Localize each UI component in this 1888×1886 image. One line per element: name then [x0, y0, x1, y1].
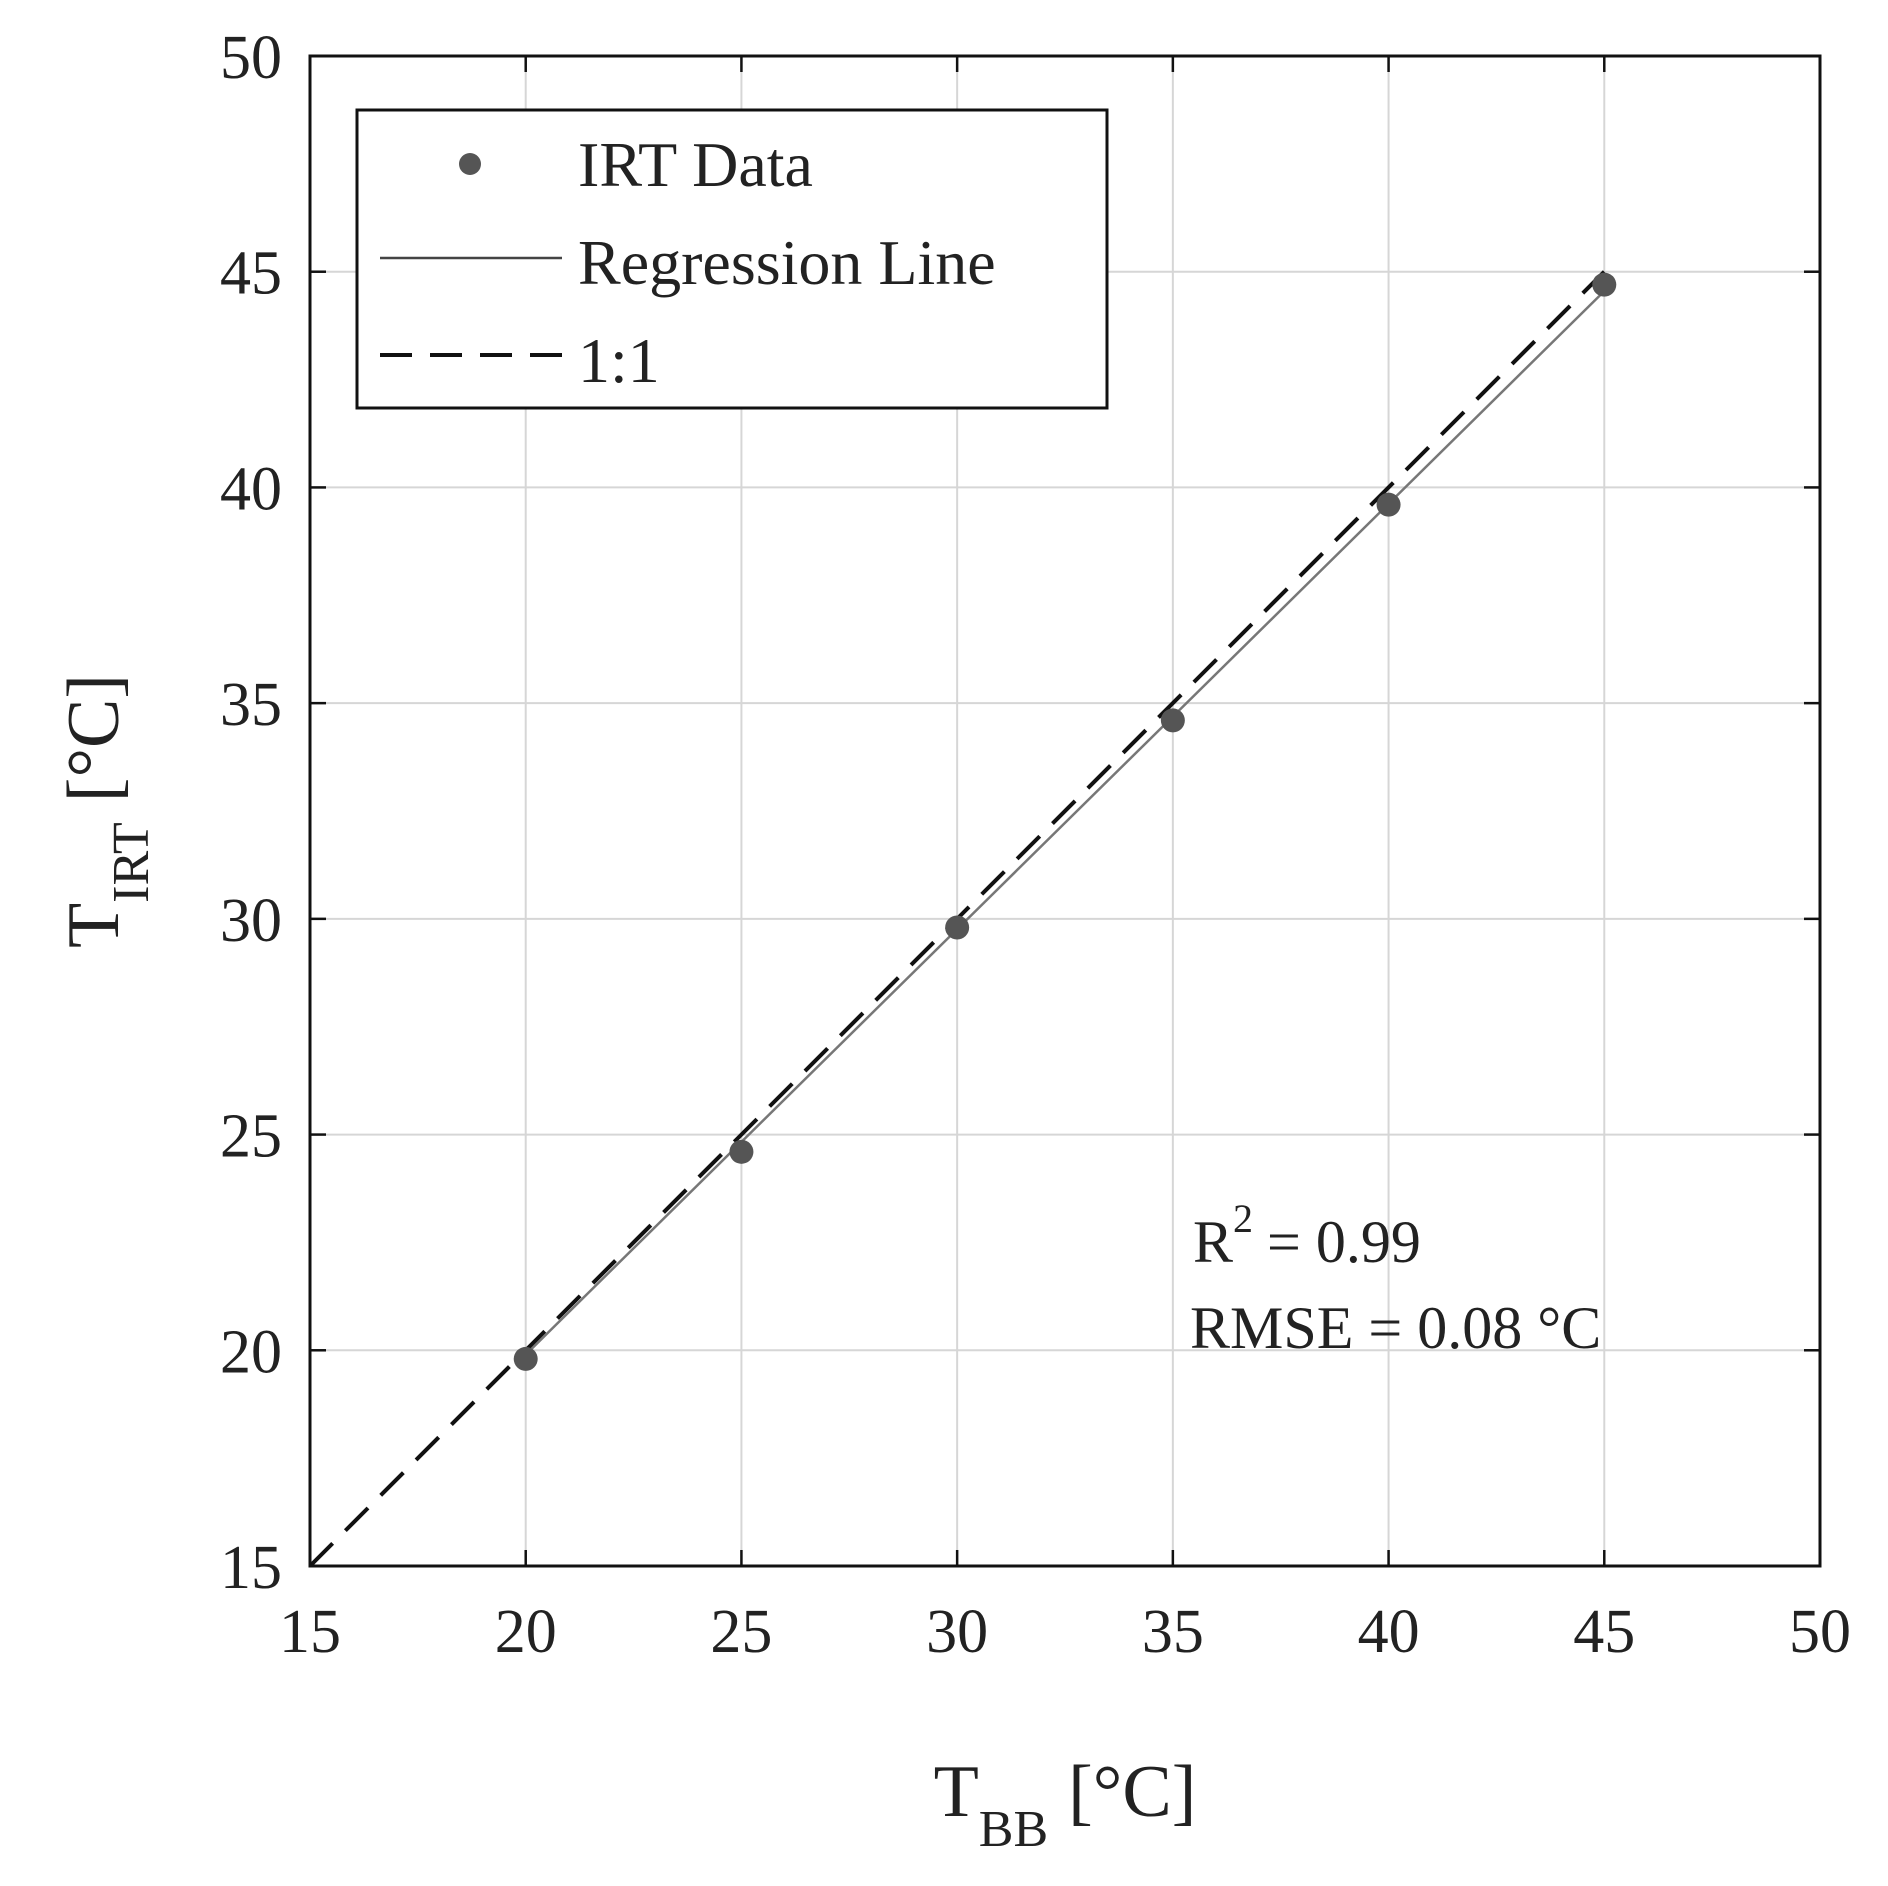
x-tick-label: 20: [495, 1598, 557, 1666]
y-tick-label: 30: [220, 887, 282, 955]
x-tick-label: 15: [279, 1598, 341, 1666]
legend-label-one-to-one: 1:1: [578, 325, 660, 396]
annotation-r2-value: = 0.99: [1267, 1209, 1421, 1275]
y-axis-label-main: T: [53, 903, 135, 948]
x-tick-label: 50: [1789, 1598, 1851, 1666]
y-tick-label: 45: [220, 240, 282, 308]
x-axis-label-main: T: [934, 1751, 979, 1833]
x-axis-label-sub: BB: [979, 1801, 1048, 1858]
data-point: [1160, 708, 1185, 733]
y-tick-label: 25: [220, 1103, 282, 1171]
data-point: [1592, 272, 1617, 297]
x-tick-label: 45: [1573, 1598, 1635, 1666]
legend-marker-irt-data: [459, 153, 481, 175]
annotation-rmse: RMSE = 0.08 °C: [1190, 1295, 1601, 1361]
y-axis-label-sub: IRT: [103, 822, 160, 903]
y-tick-label: 50: [220, 24, 282, 92]
data-point: [945, 915, 970, 940]
legend-label-irt-data: IRT Data: [578, 129, 813, 200]
y-axis-label-unit: [°C]: [53, 674, 135, 802]
annotation-r2-label: R: [1193, 1209, 1233, 1275]
data-point: [513, 1346, 538, 1371]
annotation-r2: R2 = 0.99: [1193, 1196, 1421, 1275]
y-axis-label: TIRT [°C]: [53, 674, 160, 948]
annotation-r2-sup: 2: [1233, 1196, 1253, 1241]
ticks: 15 20 25 30 35 40 45 50 15 20 25 30 35 40 45 50: [220, 24, 1851, 1666]
plot-area-frame: [308, 54, 1822, 1568]
legend-label-regression-line: Regression Line: [578, 227, 996, 298]
series-layer: [308, 270, 1617, 1568]
x-tick-label: 35: [1142, 1598, 1204, 1666]
x-tick-label: 40: [1358, 1598, 1420, 1666]
x-axis-label-unit: [°C]: [1068, 1751, 1196, 1833]
y-tick-label: 15: [220, 1534, 282, 1602]
data-point: [729, 1139, 754, 1164]
data-point: [1376, 492, 1401, 517]
y-tick-label: 35: [220, 671, 282, 739]
regression-line: [524, 290, 1606, 1356]
y-tick-label: 20: [220, 1318, 282, 1386]
x-tick-label: 30: [926, 1598, 988, 1666]
x-axis-label: TBB [°C]: [934, 1751, 1197, 1858]
y-tick-label: 40: [220, 455, 282, 523]
legend: IRT Data Regression Line 1:1: [355, 108, 1109, 410]
x-tick-label: 25: [710, 1598, 772, 1666]
